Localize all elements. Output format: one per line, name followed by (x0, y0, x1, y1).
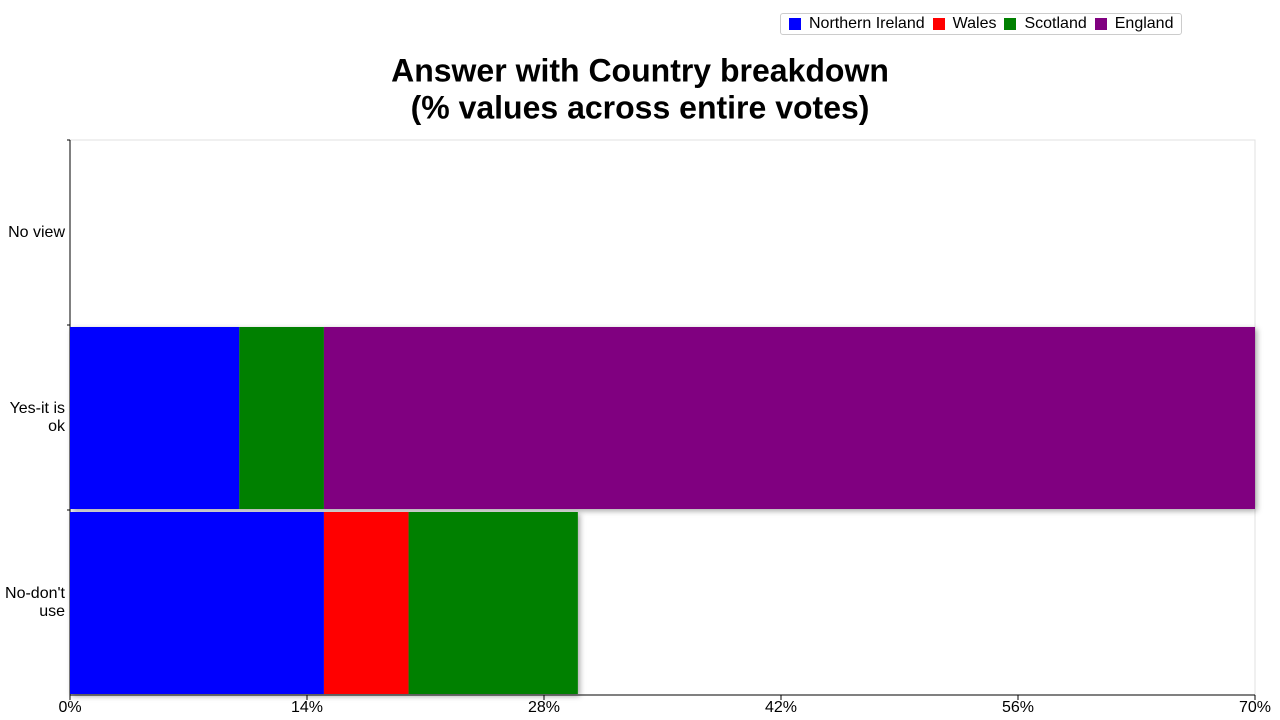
legend-swatch (1004, 18, 1017, 30)
legend-label: Wales (952, 15, 997, 32)
x-tick-label: 14% (291, 699, 323, 716)
x-tick-label: 28% (528, 699, 560, 716)
chart-subtitle: (% values across entire votes) (411, 89, 870, 125)
legend-swatch (932, 18, 945, 30)
legend-item: Scotland (1004, 15, 1087, 33)
bar-segment (323, 512, 409, 694)
bar-segment (70, 512, 324, 694)
legend-label: Scotland (1024, 15, 1087, 32)
category-label: No-don't use (5, 584, 65, 620)
bar-segment (70, 327, 240, 509)
category-label: Yes-it is ok (9, 399, 65, 435)
x-tick-label: 42% (765, 699, 797, 716)
x-tick-label: 70% (1239, 699, 1271, 716)
legend-item: Wales (932, 15, 997, 33)
legend-swatch (1094, 18, 1107, 30)
x-tick-label: 0% (58, 699, 81, 716)
bar-segment (408, 512, 578, 694)
bar-group (70, 327, 1255, 509)
bar-segment (239, 327, 324, 509)
legend-item: Northern Ireland (789, 15, 925, 33)
legend-item: England (1094, 15, 1174, 33)
legend-label: England (1114, 15, 1174, 32)
legend: Northern Ireland Wales Scotland England (780, 13, 1182, 35)
category-label: No view (8, 223, 65, 241)
legend-swatch (789, 18, 801, 30)
bar-group (70, 512, 578, 694)
chart-title: Answer with Country breakdown (391, 52, 889, 88)
x-tick-label: 56% (1002, 699, 1034, 716)
legend-label: Northern Ireland (809, 15, 925, 32)
bar-segment (323, 327, 1255, 509)
